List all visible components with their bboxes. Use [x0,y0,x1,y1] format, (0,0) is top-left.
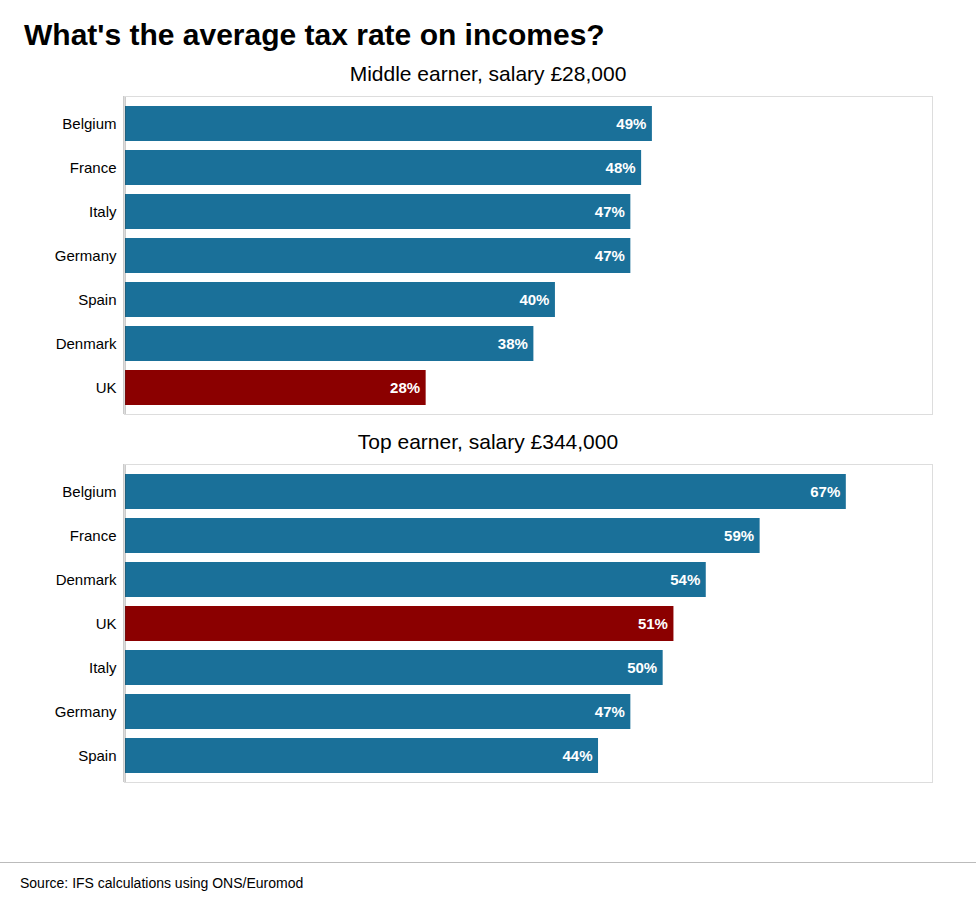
svg-text:France: France [70,159,117,176]
svg-text:UK: UK [96,379,117,396]
svg-text:Italy: Italy [89,659,117,676]
html-text:Middle earner, salary £28,000: Middle earner, salary £28,000 [349,62,627,85]
svg-text:France: France [70,527,117,544]
svg-text:Spain: Spain [78,747,116,764]
svg-text:67%: 67% [810,483,840,500]
svg-text:51%: 51% [638,615,668,632]
html-text:What's the average tax rate on: What's the average tax rate on incomes? [24,18,605,51]
svg-text:Denmark: Denmark [56,335,117,352]
svg-text:Germany: Germany [55,247,117,264]
svg-text:47%: 47% [595,247,625,264]
svg-text:44%: 44% [562,747,592,764]
svg-text:38%: 38% [498,335,528,352]
svg-text:50%: 50% [627,659,657,676]
html-text:Source: IFS calculations using: Source: IFS calculations using ONS/Eurom… [20,875,304,891]
svg-text:Belgium: Belgium [62,483,116,500]
html-text:Top earner, salary £344,000: Top earner, salary £344,000 [357,430,619,453]
svg-text:UK: UK [96,615,117,632]
svg-text:Denmark: Denmark [56,571,117,588]
svg-text:59%: 59% [724,527,754,544]
svg-text:48%: 48% [606,159,636,176]
svg-text:Belgium: Belgium [62,115,116,132]
svg-text:54%: 54% [670,571,700,588]
svg-text:28%: 28% [390,379,420,396]
svg-text:49%: 49% [616,115,646,132]
svg-text:Germany: Germany [55,703,117,720]
svg-text:Spain: Spain [78,291,116,308]
svg-text:47%: 47% [595,703,625,720]
svg-text:47%: 47% [595,203,625,220]
svg-text:40%: 40% [519,291,549,308]
svg-text:Italy: Italy [89,203,117,220]
